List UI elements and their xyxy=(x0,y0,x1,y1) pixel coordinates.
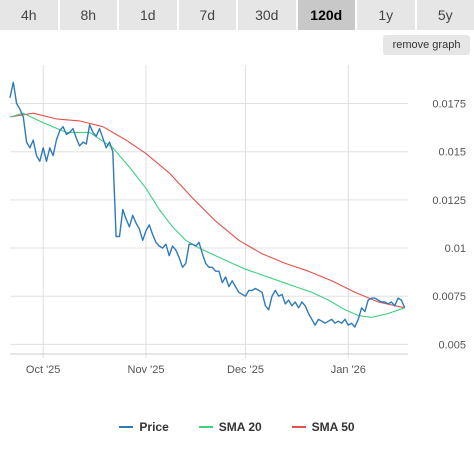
legend: Price SMA 20 SMA 50 xyxy=(0,420,474,434)
y-tick-label: 0.0075 xyxy=(432,291,466,303)
y-tick-label: 0.005 xyxy=(438,339,466,351)
range-tabs: 4h 8h 1d 7d 30d 120d 1y 5y xyxy=(0,0,474,30)
legend-label-sma20: SMA 20 xyxy=(218,420,262,434)
remove-graph-button[interactable]: remove graph xyxy=(383,35,470,55)
x-tick-label: Nov '25 xyxy=(128,364,165,376)
grid-lines xyxy=(10,65,408,358)
legend-label-sma50: SMA 50 xyxy=(311,420,355,434)
legend-item-sma20[interactable]: SMA 20 xyxy=(198,420,262,434)
series-lines xyxy=(9,81,406,328)
legend-item-price[interactable]: Price xyxy=(119,420,169,434)
price-chart: Oct '25 Nov '25 Dec '25 Jan '26 0.005 0.0075… xyxy=(9,65,466,376)
tab-5y[interactable]: 5y xyxy=(416,0,474,30)
tab-30d[interactable]: 30d xyxy=(238,0,296,30)
y-tick-label: 0.01 xyxy=(445,243,466,255)
legend-swatch-sma50 xyxy=(291,426,306,428)
x-axis-ticks: Oct '25 Nov '25 Dec '25 Jan '26 xyxy=(26,364,366,376)
tab-120d[interactable]: 120d xyxy=(297,0,355,30)
tab-1y[interactable]: 1y xyxy=(357,0,415,30)
series-line-sma50 xyxy=(9,112,405,309)
tab-7d[interactable]: 7d xyxy=(178,0,236,30)
legend-item-sma50[interactable]: SMA 50 xyxy=(291,420,355,434)
x-tick-label: Oct '25 xyxy=(26,364,61,376)
legend-label-price: Price xyxy=(139,420,169,434)
legend-swatch-sma20 xyxy=(198,426,213,428)
y-tick-label: 0.0125 xyxy=(432,195,466,207)
tab-8h[interactable]: 8h xyxy=(59,0,117,30)
y-axis-ticks: 0.005 0.0075 0.01 0.0125 0.015 0.0175 xyxy=(432,99,466,352)
tab-1d[interactable]: 1d xyxy=(119,0,177,30)
x-tick-label: Dec '25 xyxy=(227,364,264,376)
legend-swatch-price xyxy=(119,426,134,428)
series-line-price xyxy=(9,81,406,328)
tab-4h[interactable]: 4h xyxy=(0,0,58,30)
series-line-sma20 xyxy=(9,112,405,318)
y-tick-label: 0.0175 xyxy=(432,99,466,111)
x-tick-label: Jan '26 xyxy=(331,364,366,376)
y-tick-label: 0.015 xyxy=(438,147,466,159)
